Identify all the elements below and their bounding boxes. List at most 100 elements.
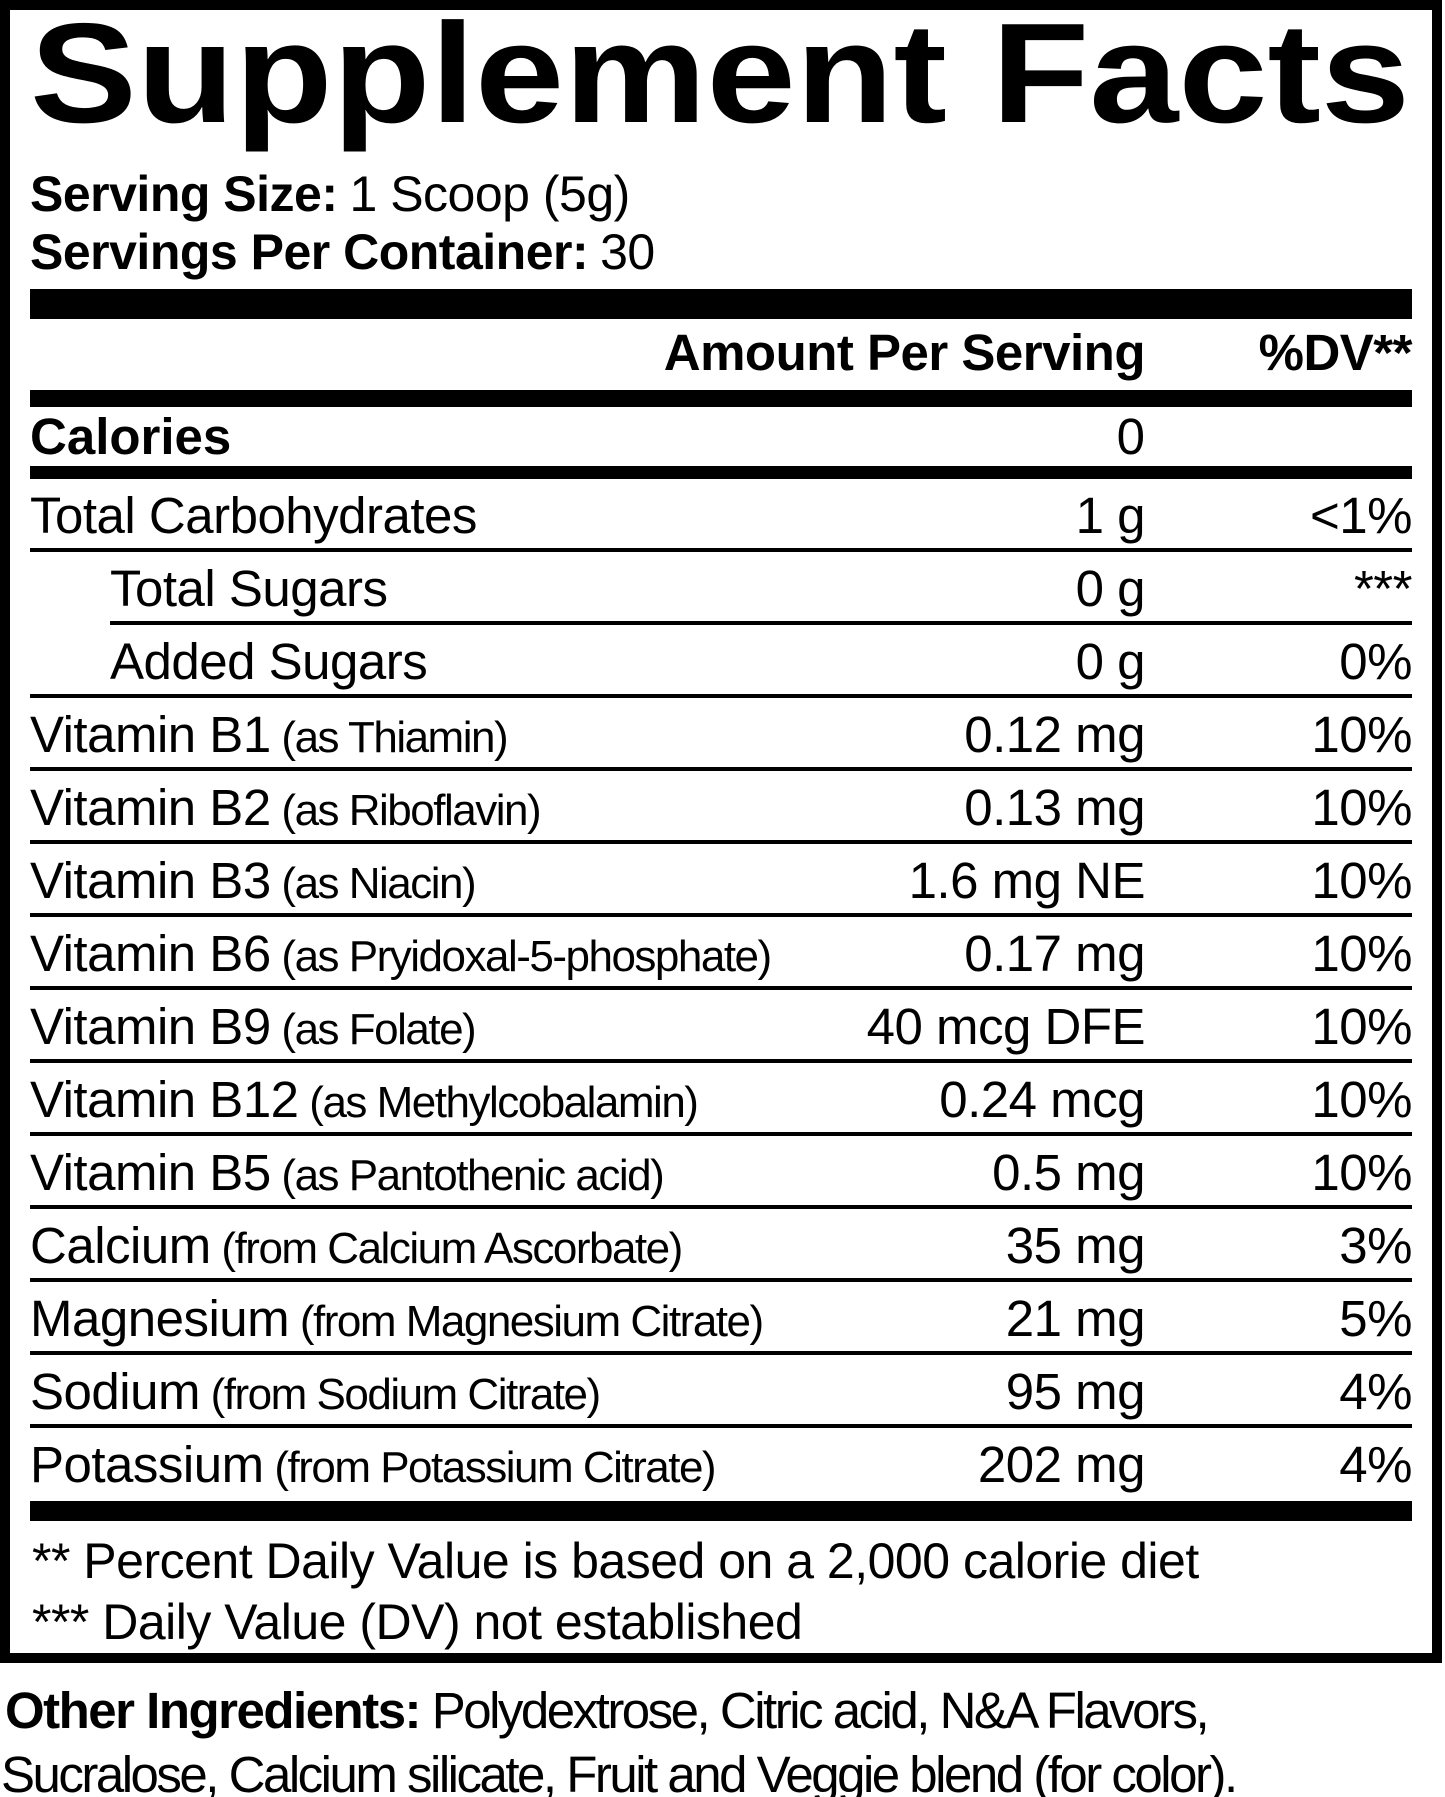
row-label: Sodium (from Sodium Citrate) [30, 1363, 601, 1420]
nutrient-rows: Total Carbohydrates 1 g <1% Total Sugars 0 g… [30, 479, 1413, 1501]
row-separator [30, 840, 1412, 844]
table-row: Total Carbohydrates 1 g <1% [30, 479, 1413, 552]
row-separator [30, 1205, 1412, 1209]
table-row: Vitamin B3 (as Niacin) 1.6 mg NE 10% [30, 844, 1413, 917]
row-label: Total Carbohydrates [30, 487, 477, 544]
row-dv: 10% [1311, 779, 1412, 836]
row-amount: 0 g [1075, 633, 1146, 690]
table-row: Magnesium (from Magnesium Citrate) 21 mg 5… [30, 1282, 1413, 1355]
table-row: Vitamin B2 (as Riboflavin) 0.13 mg 10% [30, 771, 1413, 844]
row-sublabel: (as Riboflavin) [270, 786, 541, 835]
row-dv: 10% [1311, 852, 1412, 909]
calories-amount: 0 [1116, 407, 1145, 465]
row-separator [30, 1351, 1412, 1355]
supplement-facts-panel: Supplement Facts Serving Size: 1 Scoop (5… [0, 0, 1442, 1663]
table-row: Vitamin B5 (as Pantothenic acid) 0.5 mg 10… [30, 1136, 1413, 1209]
row-amount: 0.24 mcg [939, 1071, 1145, 1128]
page-title: Supplement Facts [30, 18, 1410, 153]
other-ingredients: Other Ingredients: Polydextrose, Citric … [0, 1679, 1445, 1797]
table-row: Sodium (from Sodium Citrate) 95 mg 4% [30, 1355, 1413, 1428]
row-dv: <1% [1310, 487, 1413, 544]
table-header-row: Amount Per Serving %DV** [30, 319, 1413, 390]
row-dv: 0% [1339, 633, 1412, 690]
row-label: Vitamin B9 (as Folate) [30, 998, 477, 1055]
row-dv: 4% [1339, 1363, 1412, 1420]
row-amount: 40 mcg DFE [866, 998, 1146, 1055]
row-sublabel: (as Niacin) [270, 859, 476, 908]
row-separator [30, 986, 1412, 990]
row-amount: 35 mg [1005, 1217, 1146, 1274]
row-label: Vitamin B5 (as Pantothenic acid) [30, 1144, 665, 1201]
calories-row: Calories 0 [30, 407, 1412, 466]
row-amount: 0.17 mg [964, 925, 1145, 982]
row-label: Added Sugars [110, 633, 428, 690]
footnote-dv-not-established: *** Daily Value (DV) not established [32, 1594, 803, 1650]
table-row: Vitamin B1 (as Thiamin) 0.12 mg 10% [30, 698, 1413, 771]
row-sublabel: (as Pryidoxal-5-phosphate) [270, 932, 772, 981]
serving-size-label: Serving Size: [30, 165, 338, 222]
serving-size-value: 1 Scoop (5g) [349, 165, 631, 222]
row-dv: 5% [1339, 1290, 1412, 1347]
other-ingredients-line2: Sucralose, Calcium silicate, Fruit and V… [1, 1746, 1238, 1797]
row-separator [30, 1132, 1412, 1136]
row-amount: 95 mg [1005, 1363, 1146, 1420]
row-label: Vitamin B3 (as Niacin) [30, 852, 477, 909]
row-label: Vitamin B1 (as Thiamin) [30, 706, 509, 763]
row-separator [30, 694, 1412, 698]
table-row: Total Sugars 0 g *** [30, 552, 1413, 625]
section-divider-bar-top [30, 288, 1412, 319]
row-label: Vitamin B6 (as Pryidoxal-5-phosphate) [30, 925, 772, 982]
row-sublabel: (as Thiamin) [270, 713, 508, 762]
row-amount: 21 mg [1005, 1290, 1146, 1347]
row-dv: 10% [1311, 1144, 1412, 1201]
percent-dv-header: %DV** [1258, 323, 1413, 381]
section-divider-bar-calories [30, 466, 1412, 479]
row-sublabel: (as Pantothenic acid) [270, 1151, 664, 1200]
footnote-dv-basis: ** Percent Daily Value is based on a 2,0… [32, 1533, 1199, 1589]
row-separator [30, 1424, 1412, 1428]
row-amount: 0.13 mg [964, 779, 1145, 836]
other-ingredients-text-1: Polydextrose, Citric acid, N&A Flavors, [431, 1682, 1210, 1739]
row-dv: *** [1353, 560, 1413, 617]
row-label: Total Sugars [110, 560, 388, 617]
other-ingredients-label: Other Ingredients: [5, 1682, 422, 1739]
row-amount: 0 g [1075, 560, 1146, 617]
calories-label: Calories [30, 407, 232, 465]
row-amount: 1 g [1075, 487, 1146, 544]
panel-title-svg: Supplement Facts [30, 18, 1410, 153]
row-label: Vitamin B12 (as Methylcobalamin) [30, 1071, 699, 1128]
row-separator [110, 621, 1412, 625]
servings-per-container-label: Servings Per Container: [30, 223, 589, 280]
other-ingredients-line1: Other Ingredients: Polydextrose, Citric … [5, 1679, 1445, 1743]
row-dv: 10% [1311, 998, 1412, 1055]
row-dv: 10% [1311, 1071, 1412, 1128]
table-row: Added Sugars 0 g 0% [30, 625, 1413, 698]
row-sublabel: (from Potassium Citrate) [263, 1443, 716, 1492]
row-separator [30, 1059, 1412, 1063]
panel-title-wrap: Supplement Facts [30, 18, 1412, 163]
row-sublabel: (as Methylcobalamin) [298, 1078, 699, 1127]
row-label: Calcium (from Calcium Ascorbate) [30, 1217, 683, 1274]
row-sublabel: (as Folate) [270, 1005, 476, 1054]
amount-per-serving-header: Amount Per Serving [663, 323, 1146, 381]
row-separator [30, 767, 1412, 771]
section-divider-bar-footnotes [30, 1501, 1412, 1521]
row-amount: 1.6 mg NE [908, 852, 1146, 909]
row-separator [30, 1278, 1412, 1282]
row-dv: 3% [1339, 1217, 1412, 1274]
serving-size-line: Serving Size: 1 Scoop (5g) [30, 165, 1412, 223]
row-label: Magnesium (from Magnesium Citrate) [30, 1290, 764, 1347]
row-label: Vitamin B2 (as Riboflavin) [30, 779, 542, 836]
table-row: Vitamin B12 (as Methylcobalamin) 0.24 mcg… [30, 1063, 1413, 1136]
servings-per-container-line: Servings Per Container: 30 [30, 223, 1412, 281]
row-sublabel: (from Magnesium Citrate) [289, 1297, 764, 1346]
row-dv: 4% [1339, 1436, 1412, 1493]
row-separator [30, 548, 1412, 552]
footnotes: ** Percent Daily Value is based on a 2,0… [30, 1521, 1412, 1653]
row-dv: 10% [1311, 706, 1412, 763]
table-row: Vitamin B6 (as Pryidoxal-5-phosphate) 0.1… [30, 917, 1413, 990]
serving-info: Serving Size: 1 Scoop (5g) Servings Per C… [30, 165, 1412, 281]
section-divider-bar-header [30, 389, 1412, 407]
servings-per-container-value: 30 [600, 223, 655, 280]
row-dv: 10% [1311, 925, 1412, 982]
